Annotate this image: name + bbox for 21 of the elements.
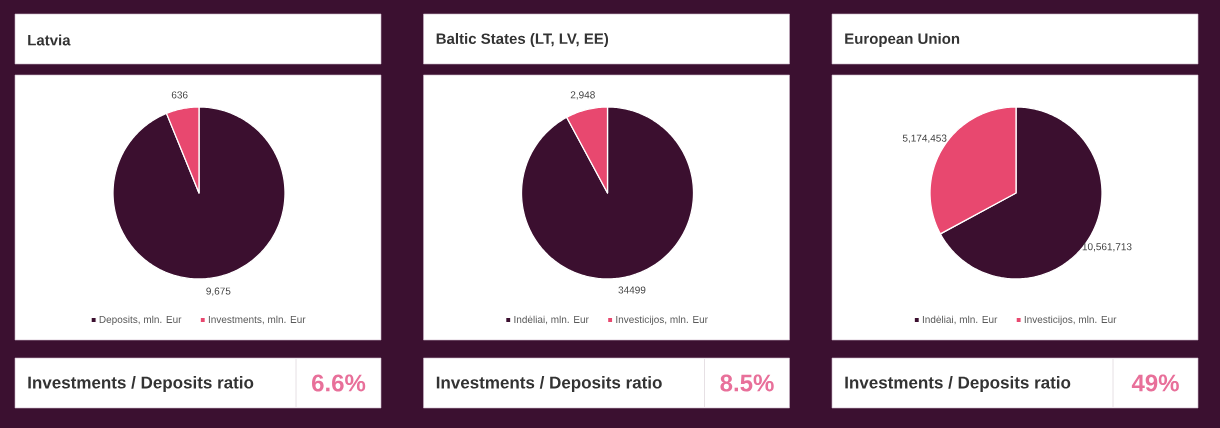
data-label: 5,174,453 bbox=[902, 134, 947, 143]
data-label: 10,561,713 bbox=[1082, 243, 1132, 252]
text: 6.6% bbox=[312, 374, 366, 392]
text: 8.5% bbox=[720, 374, 774, 392]
text: Investments / Deposits ratio bbox=[436, 376, 662, 392]
data-label: 9,675 bbox=[206, 287, 231, 296]
chart-title: Baltic States (LT, LV, EE) bbox=[436, 33, 609, 47]
chart-title: Latvia bbox=[28, 34, 71, 46]
data-label: 636 bbox=[171, 91, 188, 99]
legend-label: Indėliai, mln. Eur bbox=[922, 315, 998, 325]
legend-label: Indėliai, mln. Eur bbox=[514, 315, 589, 325]
legend-label: Investicijos, mln. Eur bbox=[1024, 315, 1117, 325]
text: 49% bbox=[1131, 374, 1179, 392]
data-label: 2,948 bbox=[570, 91, 595, 100]
legend-label: Investicijos, mln. Eur bbox=[616, 315, 708, 325]
data-label: 34499 bbox=[618, 286, 646, 294]
text: Investments / Deposits ratio bbox=[845, 376, 1071, 392]
chart-title: European Union bbox=[845, 33, 960, 47]
legend-label: Deposits, mln. Eur bbox=[99, 315, 182, 325]
legend-label: Investments, mln. Eur bbox=[208, 315, 306, 325]
text: Investments / Deposits ratio bbox=[28, 376, 254, 392]
